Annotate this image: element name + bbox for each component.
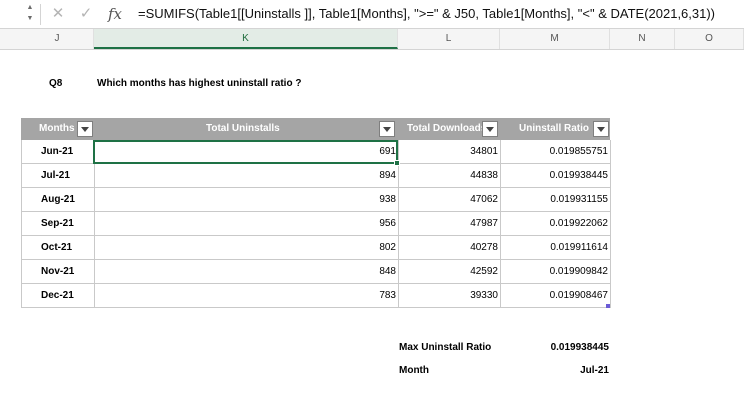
filter-dropdown-icon[interactable]: [379, 121, 395, 137]
enter-check-icon[interactable]: ✓: [79, 5, 93, 22]
month-cell[interactable]: Sep-21: [41, 218, 74, 229]
question-id[interactable]: Q8: [49, 78, 63, 89]
downloads-cell[interactable]: 40278: [470, 242, 498, 253]
formula-bar: ▲ ▼ ✕ ✓ fx =SUMIFS(Table1[[Uninstalls ]],…: [0, 0, 744, 29]
fill-handle[interactable]: [394, 160, 400, 166]
column-header-l[interactable]: L: [398, 29, 500, 49]
table-resize-handle[interactable]: [606, 304, 610, 308]
column-header-m[interactable]: M: [500, 29, 610, 49]
downloads-cell[interactable]: 34801: [470, 146, 498, 157]
month-cell[interactable]: Aug-21: [41, 194, 75, 205]
uninstalls-cell[interactable]: 848: [379, 266, 396, 277]
header-uninstall-ratio[interactable]: Uninstall Ratio: [519, 123, 590, 134]
uninstalls-cell[interactable]: 783: [379, 290, 396, 301]
header-total-downloads[interactable]: Total Downloads: [407, 123, 487, 134]
formula-input[interactable]: =SUMIFS(Table1[[Uninstalls ]], Table1[Mo…: [138, 6, 716, 21]
formula-bar-divider: [40, 4, 41, 25]
uninstalls-cell[interactable]: 894: [379, 170, 396, 181]
column-header-o[interactable]: O: [675, 29, 744, 49]
active-cell-selection[interactable]: [93, 140, 400, 166]
table-row: Nov-21 848 42592 0.019909842: [21, 260, 610, 284]
max-ratio-label[interactable]: Max Uninstall Ratio: [399, 342, 492, 353]
table-row: Aug-21 938 47062 0.019931155: [21, 188, 610, 212]
ratio-cell[interactable]: 0.019931155: [550, 194, 608, 205]
cancel-icon[interactable]: ✕: [51, 5, 65, 22]
column-header-n[interactable]: N: [610, 29, 675, 49]
month-cell[interactable]: Dec-21: [41, 290, 74, 301]
table-row: Sep-21 956 47987 0.019922062: [21, 212, 610, 236]
table-gridline: [610, 140, 611, 308]
month-value[interactable]: Jul-21: [580, 365, 609, 376]
ratio-cell[interactable]: 0.019922062: [549, 218, 608, 229]
filter-dropdown-icon[interactable]: [77, 121, 93, 137]
table-row: Oct-21 802 40278 0.019911614: [21, 236, 610, 260]
question-text[interactable]: Which months has highest uninstall ratio…: [97, 78, 302, 89]
downloads-cell[interactable]: 47987: [470, 218, 498, 229]
ratio-cell[interactable]: 0.019938445: [549, 170, 608, 181]
column-header-j[interactable]: J: [21, 29, 94, 49]
uninstalls-cell[interactable]: 938: [379, 194, 396, 205]
name-box-stepper[interactable]: ▲ ▼: [26, 4, 34, 22]
ratio-cell[interactable]: 0.019908467: [549, 290, 608, 301]
uninstalls-cell[interactable]: 956: [379, 218, 396, 229]
downloads-cell[interactable]: 42592: [470, 266, 498, 277]
table-gridline: [94, 140, 95, 308]
column-headers: J K L M N O: [0, 29, 744, 50]
max-ratio-value[interactable]: 0.019938445: [550, 342, 609, 353]
header-total-uninstalls[interactable]: Total Uninstalls: [206, 123, 280, 134]
table-gridline: [398, 140, 399, 308]
month-cell[interactable]: Jul-21: [41, 170, 70, 181]
table-gridline: [21, 140, 22, 308]
table-gridline: [500, 140, 501, 308]
table-header-row: Months Total Uninstalls Total Downloads …: [21, 118, 610, 140]
ratio-cell[interactable]: 0.019909842: [549, 266, 608, 277]
filter-dropdown-icon[interactable]: [482, 121, 498, 137]
ratio-cell[interactable]: 0.019855751: [549, 146, 608, 157]
table-row: Dec-21 783 39330 0.019908467: [21, 284, 610, 308]
table-row: Jul-21 894 44838 0.019938445: [21, 164, 610, 188]
insert-function-icon[interactable]: fx: [107, 5, 122, 23]
month-label[interactable]: Month: [399, 365, 429, 376]
downloads-cell[interactable]: 47062: [470, 194, 498, 205]
uninstalls-cell[interactable]: 691: [379, 146, 396, 157]
month-cell[interactable]: Nov-21: [41, 266, 75, 277]
downloads-cell[interactable]: 39330: [470, 290, 498, 301]
column-header-k[interactable]: K: [94, 29, 398, 49]
uninstalls-cell[interactable]: 802: [379, 242, 396, 253]
downloads-cell[interactable]: 44838: [470, 170, 498, 181]
header-months[interactable]: Months: [39, 123, 75, 134]
month-cell[interactable]: Jun-21: [41, 146, 74, 157]
filter-dropdown-icon[interactable]: [593, 121, 609, 137]
month-cell[interactable]: Oct-21: [41, 242, 73, 253]
ratio-cell[interactable]: 0.019911614: [550, 242, 608, 253]
